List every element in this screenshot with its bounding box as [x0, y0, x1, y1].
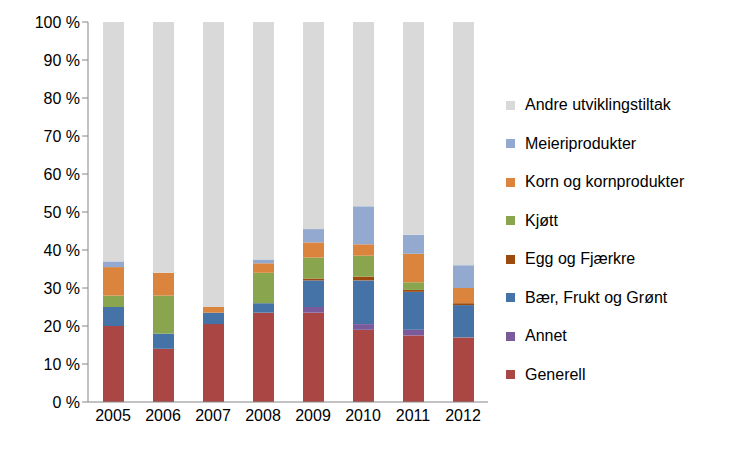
- svg-text:2012: 2012: [445, 407, 481, 424]
- svg-text:80 %: 80 %: [44, 90, 80, 107]
- svg-text:70 %: 70 %: [44, 128, 80, 145]
- svg-text:2009: 2009: [295, 407, 331, 424]
- svg-text:20 %: 20 %: [44, 318, 80, 335]
- html-text:Andre utviklingstiltak: Andre utviklingstiltak: [525, 96, 671, 114]
- svg-text:2011: 2011: [396, 407, 431, 424]
- svg-text:2007: 2007: [195, 407, 231, 424]
- svg-text:2005: 2005: [95, 407, 131, 424]
- html-text:Korn og kornprodukter: Korn og kornprodukter: [525, 173, 685, 191]
- html-text:Egg og Fjærkre: Egg og Fjærkre: [525, 250, 636, 268]
- svg-text:90 %: 90 %: [44, 52, 80, 69]
- svg-text:10 %: 10 %: [44, 356, 80, 373]
- svg-text:30 %: 30 %: [44, 280, 80, 297]
- svg-text:100 %: 100 %: [35, 14, 80, 31]
- html-text:Bær, Frukt og Grønt: Bær, Frukt og Grønt: [525, 288, 668, 306]
- svg-text:2010: 2010: [345, 407, 381, 424]
- svg-text:60 %: 60 %: [44, 166, 80, 183]
- svg-text:0 %: 0 %: [52, 394, 80, 411]
- html-text:Kjøtt: Kjøtt: [525, 211, 558, 229]
- svg-text:2008: 2008: [245, 407, 281, 424]
- html-text:Annet: Annet: [525, 327, 567, 345]
- svg-text:2006: 2006: [145, 407, 181, 424]
- svg-text:50 %: 50 %: [44, 204, 80, 221]
- html-text:Generell: Generell: [525, 365, 586, 383]
- html-text:Meieriprodukter: Meieriprodukter: [525, 134, 637, 152]
- svg-text:40 %: 40 %: [44, 242, 80, 259]
